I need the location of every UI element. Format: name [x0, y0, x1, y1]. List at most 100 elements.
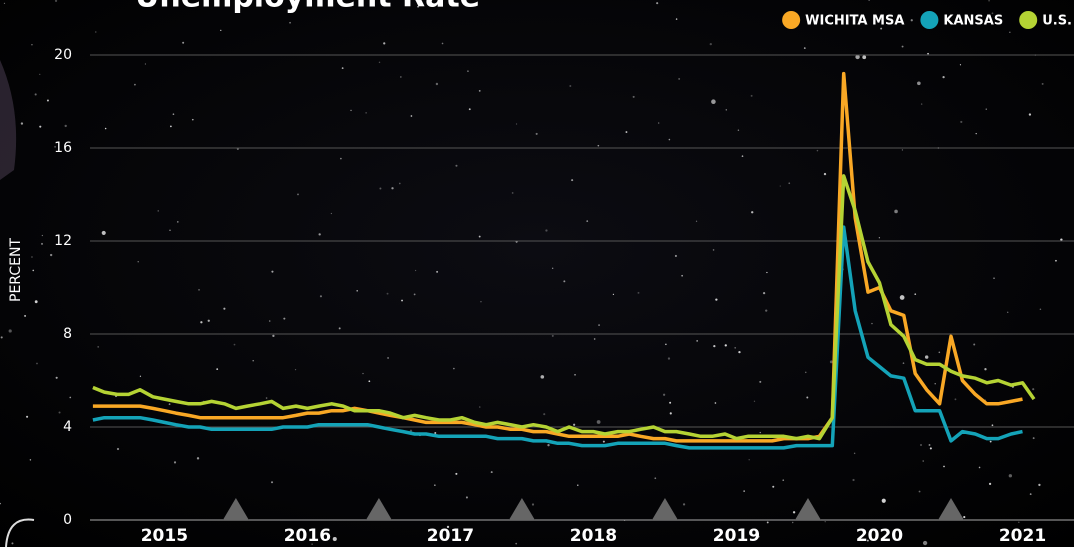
period-marker: [938, 498, 964, 520]
star: [272, 334, 275, 338]
star: [779, 185, 781, 187]
period-marker: [508, 498, 535, 520]
star: [170, 125, 172, 128]
star: [668, 138, 671, 141]
star: [490, 471, 493, 474]
star: [223, 307, 226, 310]
star: [139, 375, 142, 377]
star: [540, 375, 545, 379]
star: [973, 343, 976, 346]
star: [173, 461, 177, 464]
star: [878, 237, 881, 239]
star: [791, 521, 794, 524]
star: [803, 47, 806, 49]
decor-arc: [5, 518, 35, 547]
star: [436, 270, 439, 273]
y-axis-label: PERCENT: [8, 238, 24, 302]
chart-title: Unemployment Rate: [135, 0, 480, 15]
star: [938, 351, 941, 354]
star: [714, 402, 717, 404]
star: [410, 115, 413, 117]
star: [1028, 113, 1032, 116]
star: [362, 372, 364, 375]
star: [478, 235, 481, 238]
star: [191, 118, 194, 121]
star: [901, 149, 904, 151]
star: [929, 447, 932, 450]
period-marker: [794, 498, 821, 520]
star: [696, 340, 698, 342]
star: [637, 291, 640, 294]
star: [654, 477, 657, 480]
star: [984, 368, 987, 371]
star: [0, 336, 3, 339]
star: [743, 490, 745, 492]
star: [1006, 311, 1009, 314]
star: [46, 99, 49, 102]
y-tick-label: 16: [54, 140, 72, 156]
star: [1060, 238, 1063, 241]
y-tick-label: 0: [63, 512, 72, 528]
star: [943, 465, 945, 468]
series-line: [92, 174, 1036, 441]
star: [414, 269, 417, 272]
star: [318, 233, 321, 236]
star: [55, 376, 58, 379]
star: [792, 511, 796, 514]
star: [200, 321, 203, 324]
star: [934, 383, 936, 385]
star: [480, 301, 482, 303]
star: [24, 314, 27, 317]
x-tick-label: 2016: [284, 526, 331, 546]
star: [829, 360, 833, 364]
star: [894, 209, 898, 214]
star: [49, 253, 53, 257]
y-tick-label: 20: [54, 47, 72, 63]
star: [662, 393, 666, 396]
star: [531, 503, 535, 506]
star: [289, 21, 291, 24]
star: [737, 129, 740, 131]
star: [104, 127, 107, 130]
star: [379, 187, 382, 190]
star: [625, 131, 628, 134]
star: [467, 70, 469, 72]
star: [853, 452, 856, 455]
star: [391, 187, 394, 190]
star: [868, 0, 870, 1]
star: [695, 220, 698, 222]
star: [441, 42, 444, 45]
star: [766, 271, 768, 274]
star: [612, 293, 615, 296]
star: [31, 44, 33, 46]
star: [757, 535, 760, 538]
star: [1018, 521, 1020, 523]
star: [341, 67, 344, 69]
star: [917, 81, 921, 86]
star: [602, 440, 605, 443]
legend-swatch: [782, 11, 801, 29]
star: [759, 380, 762, 383]
star: [515, 542, 518, 545]
y-tick-label: 4: [63, 419, 72, 435]
star: [11, 542, 14, 545]
star: [759, 431, 761, 434]
star: [734, 347, 736, 349]
star: [713, 345, 716, 348]
star: [58, 411, 61, 414]
star: [805, 371, 807, 374]
star: [101, 230, 106, 235]
star: [386, 292, 389, 295]
star: [198, 289, 200, 291]
star: [172, 113, 175, 115]
star: [31, 256, 33, 258]
star: [901, 45, 904, 48]
star: [435, 82, 439, 86]
star: [365, 112, 367, 114]
star: [116, 447, 120, 451]
x-tick-label: 2021: [999, 526, 1046, 546]
star: [182, 41, 185, 44]
star: [960, 120, 963, 124]
star: [34, 300, 38, 304]
star: [41, 234, 43, 237]
